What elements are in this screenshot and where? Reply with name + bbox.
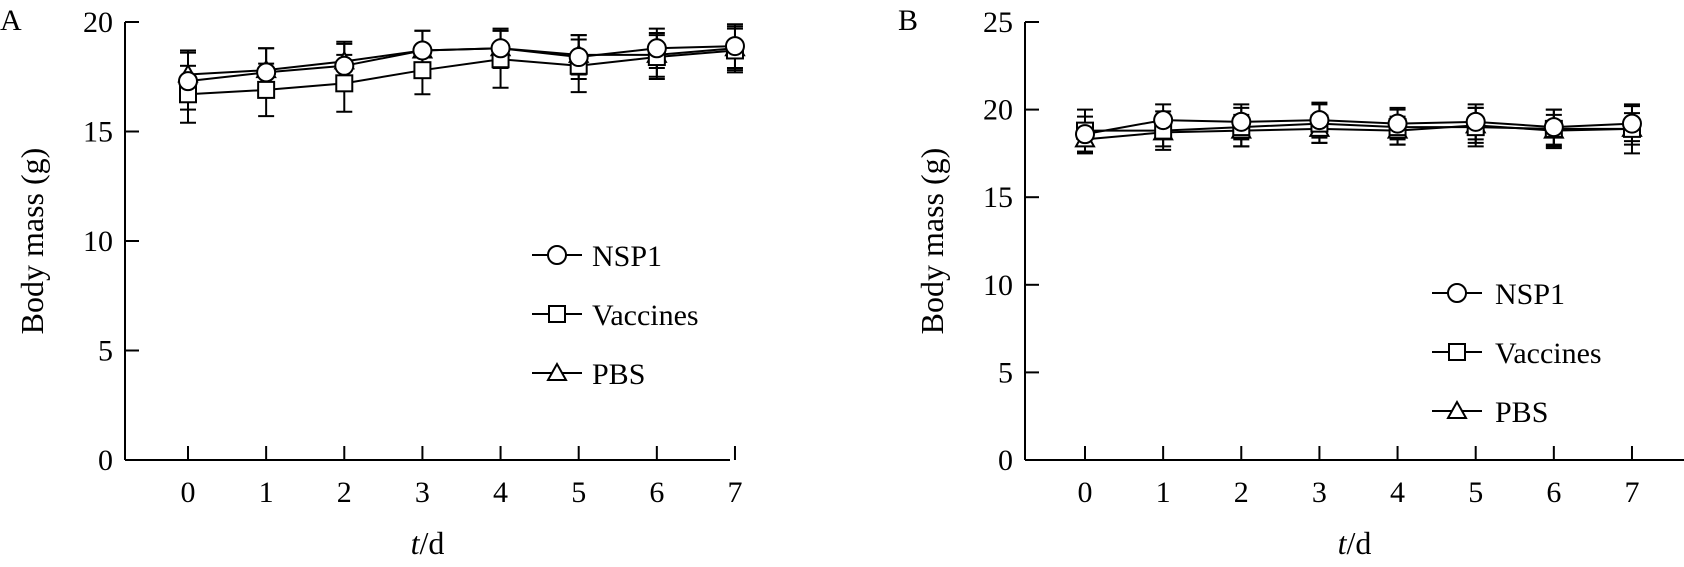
legend-marker-triangle <box>546 361 568 381</box>
legend-label: PBS <box>592 358 645 391</box>
y-tick-label: 5 <box>98 335 113 368</box>
y-tick-label: 25 <box>983 6 1013 39</box>
panel-a: A 0 5 10 15 20 0 1 2 3 4 5 6 7 t/d Body mass (g) NSP1 Va… <box>0 4 746 561</box>
data-point <box>1153 110 1174 131</box>
y-tick-label: 15 <box>983 181 1013 214</box>
markers-nsp1 <box>178 36 745 92</box>
x-tick-label: 3 <box>415 476 430 509</box>
x-tick-label: 6 <box>649 476 664 509</box>
legend: NSP1 Vaccines PBS <box>532 240 699 391</box>
data-point <box>256 62 277 83</box>
x-tick-label: 7 <box>1624 476 1639 509</box>
data-point <box>1543 117 1564 138</box>
series-line <box>1085 122 1632 132</box>
x-tick-label: 0 <box>1078 476 1093 509</box>
series-line <box>1084 124 1633 141</box>
data-point <box>1075 124 1095 145</box>
x-tick-label: 6 <box>1546 476 1561 509</box>
data-point <box>646 38 667 59</box>
panel-b: B 0 5 10 15 20 25 0 1 2 3 4 5 6 7 t/d Body mass (g) NSP1… <box>898 4 1684 561</box>
y-tick-label: 0 <box>998 444 1013 477</box>
x-tick-label: 0 <box>181 476 196 509</box>
data-point <box>1621 113 1642 134</box>
x-tick-label: 5 <box>571 476 586 509</box>
markers-nsp1 <box>1075 110 1642 145</box>
series-line <box>187 47 736 76</box>
x-tick-label: 1 <box>1156 476 1171 509</box>
data-point <box>1309 110 1330 131</box>
legend-marker-triangle <box>1446 399 1468 419</box>
legend-label: NSP1 <box>1495 278 1565 311</box>
data-point <box>1465 111 1486 132</box>
data-point <box>568 47 589 68</box>
data-point <box>1231 111 1252 132</box>
series-line <box>1084 119 1633 136</box>
y-tick-label: 20 <box>83 6 113 39</box>
data-point <box>412 40 433 61</box>
data-point <box>335 74 354 93</box>
legend-label: Vaccines <box>592 299 699 332</box>
x-tick-label: 2 <box>337 476 352 509</box>
legend: NSP1 Vaccines PBS <box>1432 278 1602 429</box>
data-point <box>724 36 745 57</box>
y-tick-label: 15 <box>83 116 113 149</box>
x-tick-label: 5 <box>1468 476 1483 509</box>
x-tick-label: 3 <box>1312 476 1327 509</box>
y-tick-label: 10 <box>983 269 1013 302</box>
x-tick-label: 7 <box>727 476 742 509</box>
legend-marker-circle <box>547 245 567 265</box>
data-point <box>413 61 432 80</box>
panel-b-letter: B <box>898 4 918 37</box>
y-axis-title: Body mass (g) <box>914 148 950 335</box>
legend-marker-square <box>548 305 566 323</box>
x-axis-title: t/d <box>411 525 445 561</box>
data-point <box>257 80 276 99</box>
legend-label: Vaccines <box>1495 337 1602 370</box>
x-tick-label: 2 <box>1234 476 1249 509</box>
data-point <box>490 38 511 59</box>
legend-marker-circle <box>1447 283 1467 303</box>
y-tick-label: 5 <box>998 356 1013 389</box>
x-tick-label: 1 <box>259 476 274 509</box>
y-axis-title: Body mass (g) <box>14 148 50 335</box>
legend-marker-square <box>1448 343 1466 361</box>
data-point <box>334 55 355 76</box>
data-point <box>178 71 198 92</box>
x-tick-label: 4 <box>1390 476 1405 509</box>
legend-label: PBS <box>1495 396 1548 429</box>
y-tick-label: 20 <box>983 94 1013 127</box>
legend-label: NSP1 <box>592 240 662 273</box>
x-tick-label: 4 <box>493 476 508 509</box>
data-point <box>1387 113 1408 134</box>
y-tick-label: 10 <box>83 225 113 258</box>
panel-a-letter: A <box>0 4 22 37</box>
x-axis-title: t/d <box>1338 525 1372 561</box>
y-tick-label: 0 <box>98 444 113 477</box>
series-line <box>187 49 736 96</box>
